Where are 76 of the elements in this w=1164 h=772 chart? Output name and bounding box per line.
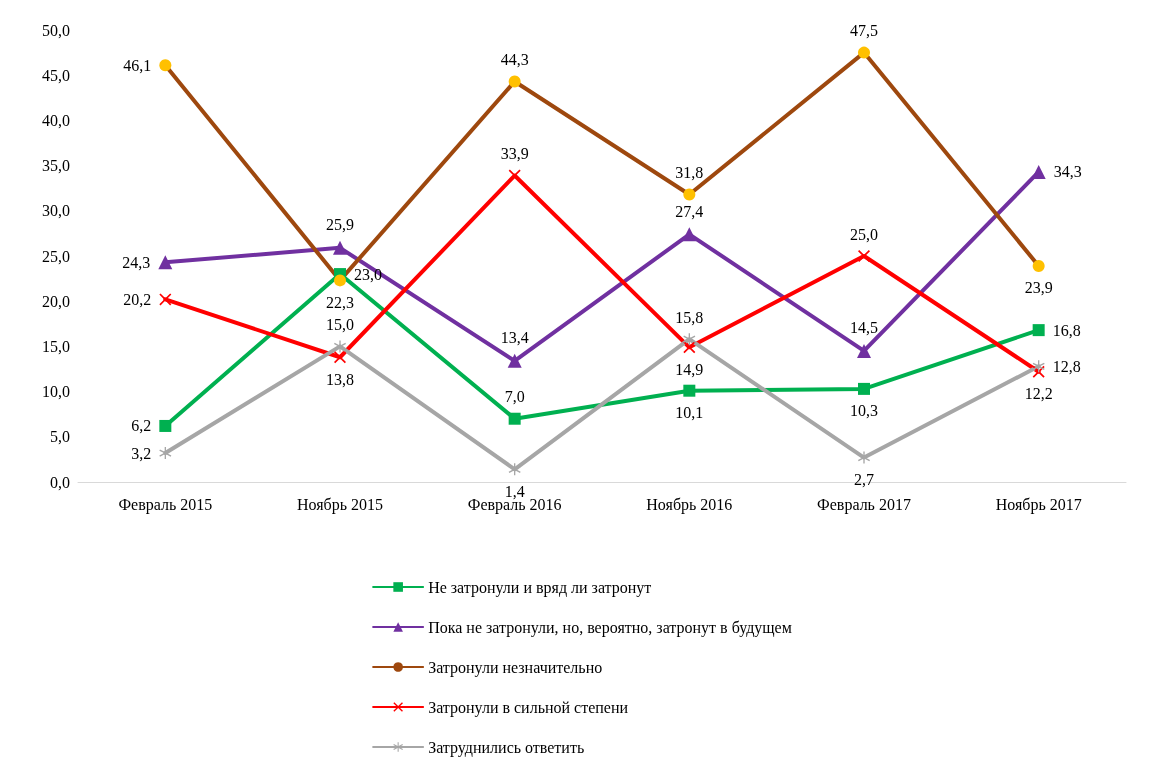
data-label: 25,9: [326, 216, 354, 234]
point: [682, 227, 697, 242]
y-tick-label: 0,0: [50, 473, 70, 491]
x-tick-label: Февраль 2015: [118, 495, 213, 514]
data-label: 25,0: [850, 225, 878, 243]
y-tick-label: 40,0: [42, 111, 70, 129]
point: [159, 59, 172, 72]
y-tick-label: 25,0: [42, 247, 70, 265]
data-label: 7,0: [504, 388, 525, 406]
data-label: 2,7: [854, 471, 874, 489]
y-tick-label: 30,0: [42, 202, 70, 220]
data-label: 33,9: [500, 145, 529, 163]
x-tick-label: Февраль 2017: [817, 495, 911, 514]
y-tick-label: 20,0: [42, 292, 70, 310]
point: [159, 419, 172, 432]
point: [1032, 259, 1045, 272]
data-label: 10,1: [675, 404, 704, 422]
point: [858, 451, 870, 464]
data-label: 12,2: [1024, 385, 1053, 403]
y-tick-label: 15,0: [42, 337, 70, 355]
point: [159, 293, 172, 306]
point: [683, 341, 696, 354]
point: [683, 384, 696, 397]
point: [158, 255, 173, 270]
point: [1031, 164, 1046, 179]
data-label: 27,4: [675, 202, 704, 220]
point: [508, 412, 521, 425]
y-tick-label: 10,0: [42, 383, 70, 401]
data-label: 46,1: [123, 56, 152, 74]
data-label: 34,3: [1053, 163, 1082, 181]
y-tick-label: 5,0: [50, 428, 70, 446]
point: [1032, 360, 1045, 373]
point: [159, 447, 172, 460]
point: [857, 343, 871, 358]
data-label: 44,3: [500, 51, 529, 69]
data-label: 13,4: [500, 329, 529, 347]
data-label: 3,2: [131, 444, 152, 462]
data-label: 16,8: [1052, 321, 1081, 339]
y-tick-label: 50,0: [42, 21, 70, 39]
legend-label: Пока не затронули, но, вероятно, затронут в будущем: [428, 618, 792, 637]
point: [858, 382, 870, 395]
point: [334, 340, 346, 353]
data-label: 23,0: [354, 265, 382, 283]
data-label: 14,5: [850, 319, 878, 337]
point: [858, 46, 870, 59]
point: [1032, 324, 1045, 337]
legend-label: Не затронули и вряд ли затронут: [428, 578, 652, 597]
x-tick-label: Ноябрь 2016: [646, 495, 733, 514]
data-label: 14,9: [675, 360, 704, 378]
y-tick-label: 45,0: [42, 66, 70, 84]
data-label: 15,8: [675, 308, 704, 326]
point: [858, 250, 870, 262]
data-label: 13,8: [326, 370, 354, 388]
y-tick-label: 35,0: [42, 157, 70, 175]
point: [508, 463, 521, 476]
data-label: 10,3: [850, 402, 878, 420]
legend-label: Затруднились ответить: [428, 738, 585, 757]
point: [683, 333, 696, 346]
x-tick-label: Ноябрь 2017: [995, 495, 1082, 514]
data-label: 6,2: [131, 417, 152, 435]
point: [507, 353, 522, 368]
point: [683, 188, 696, 201]
data-label: 12,8: [1052, 357, 1081, 375]
data-label: 23,9: [1024, 279, 1053, 297]
point: [333, 240, 347, 255]
data-label: 24,3: [122, 253, 151, 271]
data-label: 20,2: [123, 290, 152, 308]
data-label: 47,5: [850, 22, 878, 40]
legend-label: Затронули незначительно: [428, 658, 603, 677]
legend-label: Затронули в сильной степени: [428, 698, 629, 717]
data-label: 22,3: [326, 293, 354, 311]
x-tick-label: Ноябрь 2015: [296, 495, 384, 514]
data-label: 15,0: [326, 315, 354, 333]
data-label: 31,8: [675, 164, 704, 182]
point: [334, 274, 346, 287]
point: [508, 75, 521, 88]
